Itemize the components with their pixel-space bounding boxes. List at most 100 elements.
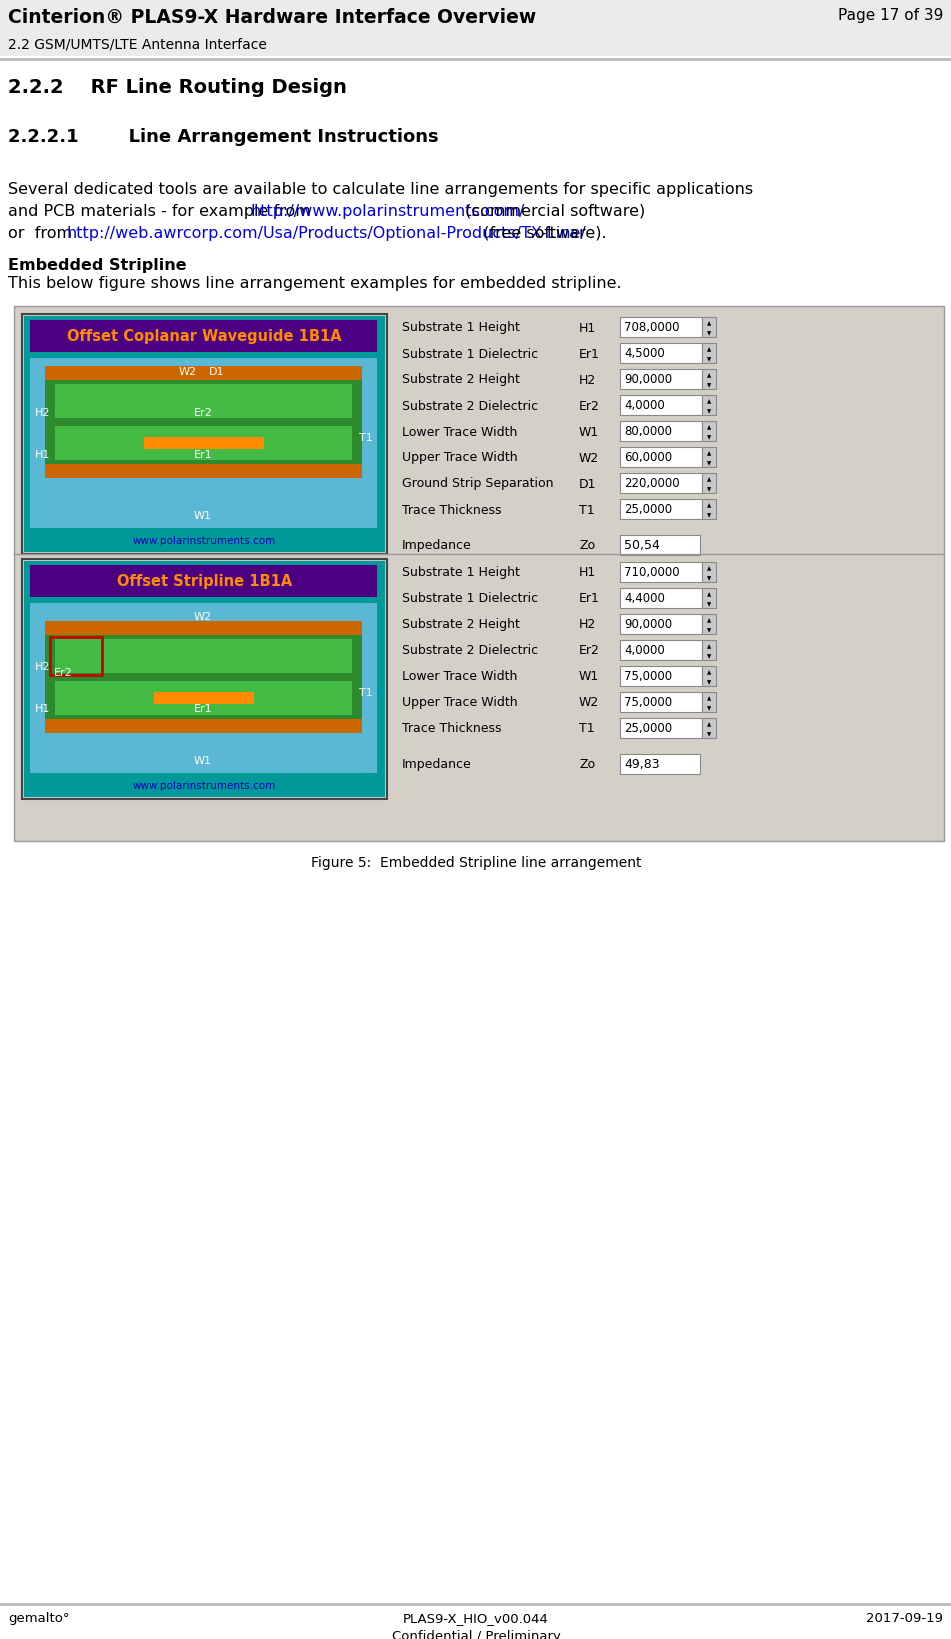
Text: 49,83: 49,83 <box>624 757 660 770</box>
Text: 60,0000: 60,0000 <box>624 451 672 464</box>
Text: Er2: Er2 <box>193 406 212 418</box>
Bar <box>702 667 716 687</box>
Text: www.polarinstruments.com: www.polarinstruments.com <box>133 536 276 546</box>
Bar <box>702 718 716 739</box>
Text: ▼: ▼ <box>707 461 711 465</box>
Text: 90,0000: 90,0000 <box>624 618 672 631</box>
Text: H1: H1 <box>579 321 596 334</box>
Text: H1: H1 <box>35 705 50 715</box>
Text: W2: W2 <box>179 367 197 377</box>
Text: Embedded Stripline: Embedded Stripline <box>8 257 186 272</box>
Bar <box>620 421 702 443</box>
Text: Lower Trace Width: Lower Trace Width <box>402 670 517 683</box>
Bar <box>620 500 702 520</box>
Bar <box>22 559 387 800</box>
Text: H2: H2 <box>35 406 50 418</box>
Text: T1: T1 <box>579 723 594 734</box>
Text: T1: T1 <box>579 503 594 516</box>
Bar <box>702 474 716 493</box>
Bar <box>50 638 102 675</box>
Bar <box>45 636 362 677</box>
Text: H2: H2 <box>35 662 50 672</box>
Bar <box>620 588 702 608</box>
Text: Er1: Er1 <box>193 705 212 715</box>
Text: 4,0000: 4,0000 <box>624 644 665 657</box>
Bar <box>55 682 352 716</box>
Bar <box>620 718 702 739</box>
Text: ▼: ▼ <box>707 628 711 633</box>
Text: http://www.polarinstruments.com/: http://www.polarinstruments.com/ <box>250 203 525 220</box>
Text: T1: T1 <box>359 688 373 698</box>
Text: 2.2 GSM/UMTS/LTE Antenna Interface: 2.2 GSM/UMTS/LTE Antenna Interface <box>8 38 267 52</box>
Text: Er2: Er2 <box>579 644 600 657</box>
Bar <box>144 438 263 449</box>
Text: H1: H1 <box>35 449 50 459</box>
Text: ▲: ▲ <box>707 644 711 649</box>
Text: ▼: ▼ <box>707 487 711 492</box>
Text: Figure 5:  Embedded Stripline line arrangement: Figure 5: Embedded Stripline line arrang… <box>311 856 641 869</box>
Text: ▼: ▼ <box>707 575 711 580</box>
Text: ▼: ▼ <box>707 706 711 711</box>
Bar <box>45 465 362 479</box>
Text: Trace Thickness: Trace Thickness <box>402 723 501 734</box>
Bar <box>45 367 362 380</box>
Text: Impedance: Impedance <box>402 757 472 770</box>
Text: This below figure shows line arrangement examples for embedded stripline.: This below figure shows line arrangement… <box>8 275 622 290</box>
Text: D1: D1 <box>579 477 596 490</box>
Text: Zo: Zo <box>579 757 595 770</box>
Bar <box>620 474 702 493</box>
Text: ▲: ▲ <box>707 503 711 508</box>
Bar <box>620 641 702 661</box>
Text: 2.2.2.1        Line Arrangement Instructions: 2.2.2.1 Line Arrangement Instructions <box>8 128 438 146</box>
Text: Zo: Zo <box>579 539 595 552</box>
Bar <box>45 423 362 465</box>
Text: ▲: ▲ <box>707 346 711 352</box>
Bar <box>620 562 702 582</box>
Bar <box>702 641 716 661</box>
Bar <box>702 395 716 416</box>
Bar <box>30 603 377 774</box>
Text: and PCB materials - for example from: and PCB materials - for example from <box>8 203 316 220</box>
Text: Confidential / Preliminary: Confidential / Preliminary <box>392 1629 560 1639</box>
Bar <box>24 562 385 798</box>
Text: 4,5000: 4,5000 <box>624 347 665 361</box>
Text: 50,54: 50,54 <box>624 539 660 552</box>
Bar <box>702 562 716 582</box>
Bar <box>30 565 377 598</box>
Text: Substrate 2 Height: Substrate 2 Height <box>402 374 520 387</box>
Text: ▲: ▲ <box>707 372 711 377</box>
Text: D1: D1 <box>208 367 224 377</box>
Text: 2.2.2    RF Line Routing Design: 2.2.2 RF Line Routing Design <box>8 79 347 97</box>
Bar <box>620 447 702 467</box>
Text: 25,0000: 25,0000 <box>624 723 672 734</box>
Bar <box>620 395 702 416</box>
Text: ▼: ▼ <box>707 434 711 439</box>
Bar <box>30 359 377 529</box>
Bar <box>24 316 385 552</box>
Text: 4,0000: 4,0000 <box>624 400 665 413</box>
Text: W1: W1 <box>193 511 211 521</box>
Text: ▲: ▲ <box>707 592 711 597</box>
Text: gemalto°: gemalto° <box>8 1611 69 1624</box>
Text: W2: W2 <box>193 611 212 621</box>
Bar <box>702 615 716 634</box>
Text: Several dedicated tools are available to calculate line arrangements for specifi: Several dedicated tools are available to… <box>8 182 753 197</box>
Text: 2017-09-19: 2017-09-19 <box>866 1611 943 1624</box>
Bar <box>22 315 387 554</box>
Text: 220,0000: 220,0000 <box>624 477 680 490</box>
Text: Substrate 2 Dielectric: Substrate 2 Dielectric <box>402 400 538 413</box>
Text: ▲: ▲ <box>707 721 711 726</box>
Text: PLAS9-X_HIO_v00.044: PLAS9-X_HIO_v00.044 <box>403 1611 549 1624</box>
Bar <box>30 321 377 352</box>
Bar <box>14 306 944 841</box>
Text: 90,0000: 90,0000 <box>624 374 672 387</box>
Text: ▲: ▲ <box>707 669 711 674</box>
Bar <box>55 385 352 418</box>
Text: W2: W2 <box>579 451 599 464</box>
Text: ▼: ▼ <box>707 513 711 518</box>
Text: ▲: ▲ <box>707 451 711 456</box>
Bar <box>45 720 362 734</box>
Text: ▼: ▼ <box>707 654 711 659</box>
Text: ▼: ▼ <box>707 357 711 362</box>
Bar <box>702 447 716 467</box>
